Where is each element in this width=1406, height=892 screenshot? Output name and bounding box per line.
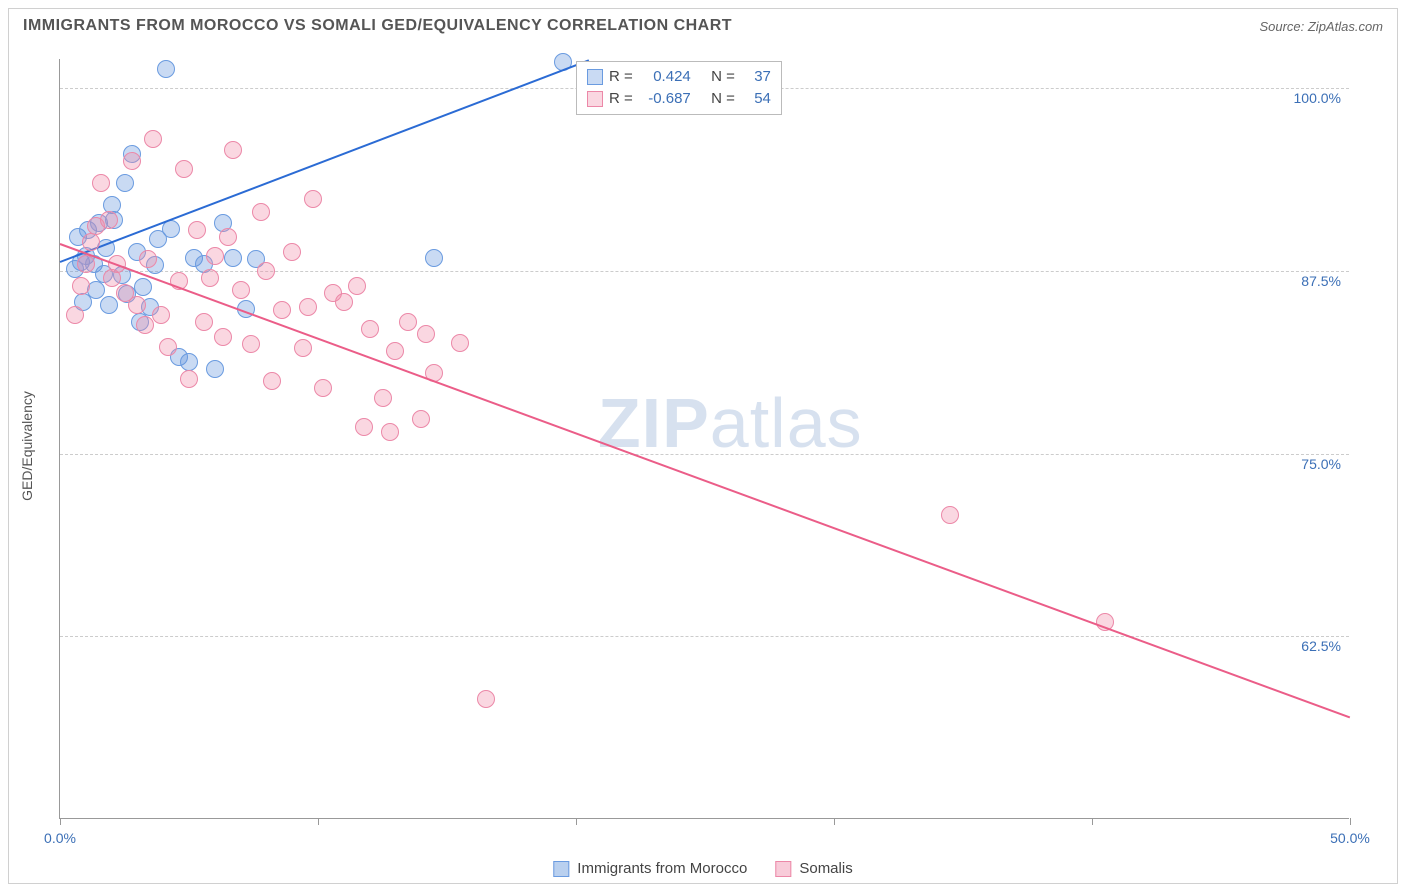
xtick: [318, 818, 319, 825]
data-point: [399, 313, 417, 331]
data-point: [188, 221, 206, 239]
data-point: [257, 262, 275, 280]
n-value: 37: [741, 66, 771, 88]
data-point: [412, 410, 430, 428]
watermark: ZIPatlas: [598, 383, 863, 463]
y-axis-title: GED/Equivalency: [19, 391, 35, 501]
ytick-label: 75.0%: [1301, 456, 1341, 472]
legend-label: Somalis: [799, 860, 852, 877]
data-point: [361, 320, 379, 338]
xtick: [1092, 818, 1093, 825]
data-point: [116, 174, 134, 192]
xtick-label: 0.0%: [44, 830, 76, 846]
data-point: [224, 249, 242, 267]
legend-swatch: [553, 861, 569, 877]
data-point: [224, 141, 242, 159]
data-point: [100, 296, 118, 314]
data-point: [417, 325, 435, 343]
data-point: [157, 60, 175, 78]
data-point: [175, 160, 193, 178]
r-value: -0.687: [639, 88, 691, 110]
data-point: [355, 418, 373, 436]
data-point: [283, 243, 301, 261]
data-point: [139, 250, 157, 268]
data-point: [128, 296, 146, 314]
data-point: [152, 306, 170, 324]
data-point: [273, 301, 291, 319]
data-point: [195, 313, 213, 331]
data-point: [252, 203, 270, 221]
data-point: [206, 247, 224, 265]
ytick-label: 62.5%: [1301, 638, 1341, 654]
data-point: [294, 339, 312, 357]
data-point: [149, 230, 167, 248]
data-point: [180, 370, 198, 388]
legend-item: Somalis: [775, 860, 852, 877]
data-point: [451, 334, 469, 352]
plot-area: ZIPatlas 62.5%75.0%87.5%100.0%0.0%50.0%R…: [59, 59, 1349, 819]
stats-legend: R = 0.424 N = 37 R = -0.687 N = 54: [576, 61, 782, 115]
data-point: [941, 506, 959, 524]
legend-item: Immigrants from Morocco: [553, 860, 747, 877]
data-point: [100, 211, 118, 229]
xtick: [834, 818, 835, 825]
data-point: [219, 228, 237, 246]
data-point: [348, 277, 366, 295]
xtick: [60, 818, 61, 825]
data-point: [82, 233, 100, 251]
data-point: [159, 338, 177, 356]
data-point: [477, 690, 495, 708]
data-point: [123, 152, 141, 170]
data-point: [263, 372, 281, 390]
data-point: [134, 278, 152, 296]
data-point: [72, 277, 90, 295]
r-label: R =: [609, 88, 633, 110]
gridline: [60, 636, 1349, 637]
data-point: [206, 360, 224, 378]
xtick-label: 50.0%: [1330, 830, 1370, 846]
xtick: [1350, 818, 1351, 825]
data-point: [425, 249, 443, 267]
gridline: [60, 454, 1349, 455]
data-point: [214, 328, 232, 346]
xtick: [576, 818, 577, 825]
gridline: [60, 271, 1349, 272]
stats-legend-row: R = -0.687 N = 54: [587, 88, 771, 110]
title-bar: IMMIGRANTS FROM MOROCCO VS SOMALI GED/EQ…: [9, 9, 1397, 39]
data-point: [335, 293, 353, 311]
legend-swatch: [587, 91, 603, 107]
trend-line: [60, 243, 1351, 718]
data-point: [232, 281, 250, 299]
data-point: [386, 342, 404, 360]
data-point: [103, 269, 121, 287]
data-point: [92, 174, 110, 192]
source-label: Source: ZipAtlas.com: [1259, 19, 1383, 34]
data-point: [201, 269, 219, 287]
ytick-label: 87.5%: [1301, 273, 1341, 289]
data-point: [77, 255, 95, 273]
legend-label: Immigrants from Morocco: [577, 860, 747, 877]
r-value: 0.424: [639, 66, 691, 88]
data-point: [381, 423, 399, 441]
n-value: 54: [741, 88, 771, 110]
n-label: N =: [711, 88, 735, 110]
data-point: [304, 190, 322, 208]
ytick-label: 100.0%: [1294, 90, 1341, 106]
data-point: [299, 298, 317, 316]
chart-title: IMMIGRANTS FROM MOROCCO VS SOMALI GED/EQ…: [23, 17, 732, 35]
n-label: N =: [711, 66, 735, 88]
data-point: [242, 335, 260, 353]
stats-legend-row: R = 0.424 N = 37: [587, 66, 771, 88]
legend-swatch: [775, 861, 791, 877]
data-point: [136, 316, 154, 334]
bottom-legend: Immigrants from Morocco Somalis: [553, 860, 852, 877]
data-point: [314, 379, 332, 397]
data-point: [144, 130, 162, 148]
r-label: R =: [609, 66, 633, 88]
data-point: [66, 306, 84, 324]
legend-swatch: [587, 69, 603, 85]
data-point: [180, 353, 198, 371]
data-point: [374, 389, 392, 407]
correlation-chart: IMMIGRANTS FROM MOROCCO VS SOMALI GED/EQ…: [8, 8, 1398, 884]
